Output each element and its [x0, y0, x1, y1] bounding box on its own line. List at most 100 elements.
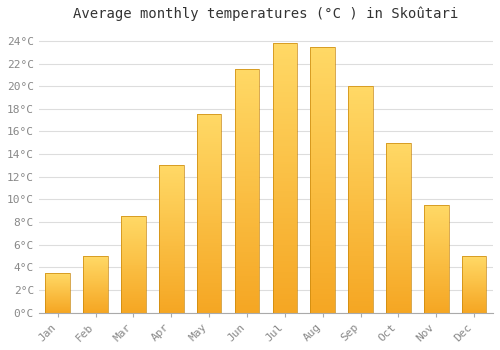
Bar [386, 308, 410, 309]
Bar [424, 286, 448, 287]
Bar [462, 257, 486, 258]
Bar [386, 292, 410, 294]
Bar [424, 281, 448, 282]
Bar [46, 273, 70, 274]
Bar [424, 261, 448, 262]
Bar [272, 270, 297, 272]
Bar [310, 206, 335, 209]
Bar [84, 288, 108, 289]
Bar [348, 140, 373, 143]
Bar [197, 190, 222, 192]
Bar [462, 312, 486, 313]
Bar [159, 252, 184, 254]
Bar [159, 302, 184, 304]
Bar [272, 143, 297, 146]
Bar [46, 302, 70, 303]
Bar [121, 231, 146, 232]
Bar [272, 103, 297, 105]
Bar [310, 278, 335, 281]
Bar [121, 217, 146, 218]
Bar [121, 268, 146, 270]
Bar [121, 230, 146, 231]
Bar [121, 226, 146, 227]
Bar [234, 300, 260, 303]
Bar [46, 291, 70, 292]
Bar [272, 57, 297, 59]
Bar [386, 189, 410, 190]
Bar [121, 262, 146, 264]
Bar [424, 304, 448, 305]
Bar [121, 241, 146, 243]
Bar [84, 265, 108, 266]
Bar [159, 166, 184, 313]
Bar [310, 241, 335, 244]
Bar [272, 121, 297, 124]
Bar [462, 304, 486, 305]
Bar [234, 162, 260, 164]
Bar [197, 277, 222, 279]
Bar [348, 254, 373, 256]
Bar [310, 116, 335, 118]
Bar [272, 296, 297, 299]
Bar [310, 92, 335, 94]
Bar [424, 233, 448, 234]
Bar [159, 239, 184, 240]
Bar [121, 310, 146, 311]
Bar [348, 190, 373, 192]
Bar [159, 290, 184, 292]
Bar [424, 256, 448, 257]
Bar [46, 307, 70, 308]
Bar [310, 76, 335, 78]
Bar [310, 140, 335, 142]
Bar [310, 110, 335, 113]
Bar [386, 253, 410, 255]
Bar [159, 221, 184, 223]
Bar [348, 129, 373, 132]
Bar [386, 143, 410, 313]
Bar [310, 286, 335, 289]
Bar [159, 180, 184, 182]
Bar [386, 286, 410, 287]
Bar [310, 188, 335, 190]
Bar [46, 276, 70, 277]
Bar [348, 86, 373, 89]
Bar [159, 196, 184, 198]
Bar [272, 310, 297, 313]
Bar [386, 167, 410, 168]
Bar [159, 238, 184, 239]
Bar [197, 249, 222, 251]
Bar [462, 301, 486, 302]
Bar [272, 119, 297, 121]
Bar [462, 284, 486, 285]
Bar [424, 312, 448, 313]
Bar [310, 265, 335, 267]
Bar [424, 215, 448, 216]
Bar [424, 253, 448, 254]
Bar [121, 264, 146, 265]
Bar [159, 271, 184, 273]
Bar [46, 290, 70, 291]
Bar [197, 291, 222, 293]
Bar [121, 266, 146, 267]
Bar [272, 86, 297, 89]
Bar [386, 252, 410, 253]
Bar [310, 145, 335, 148]
Bar [310, 177, 335, 180]
Bar [84, 305, 108, 306]
Bar [272, 288, 297, 291]
Bar [121, 259, 146, 260]
Bar [272, 164, 297, 167]
Bar [121, 225, 146, 226]
Bar [121, 279, 146, 280]
Bar [310, 259, 335, 262]
Bar [46, 288, 70, 289]
Bar [197, 228, 222, 229]
Bar [424, 285, 448, 286]
Bar [121, 216, 146, 217]
Bar [197, 124, 222, 126]
Bar [310, 57, 335, 60]
Bar [234, 120, 260, 123]
Bar [159, 217, 184, 218]
Bar [386, 183, 410, 185]
Bar [424, 307, 448, 308]
